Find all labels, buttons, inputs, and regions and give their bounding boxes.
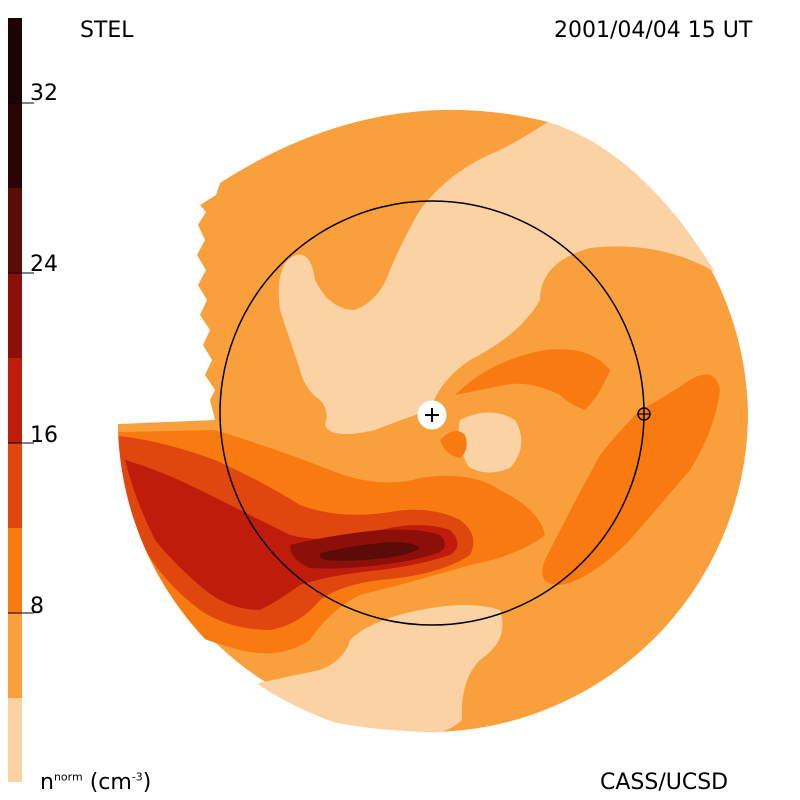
density-region-mid <box>455 349 610 410</box>
earth-icon <box>637 407 651 421</box>
source-label: STEL <box>80 18 134 43</box>
density-region-pale <box>230 605 503 733</box>
sun-plus-icon <box>417 400 447 430</box>
colorbar-segment <box>8 698 22 782</box>
colorbar-tick-label: 16 <box>30 423 58 448</box>
colorbar-segment <box>8 443 22 528</box>
density-map <box>118 109 749 733</box>
earth-orbit <box>219 200 645 626</box>
density-region-mid <box>542 374 720 585</box>
credit-label: CASS/UCSD <box>600 770 729 795</box>
density-region-darkest <box>319 542 420 561</box>
density-region-dark <box>125 460 458 610</box>
density-region-pale <box>278 122 715 434</box>
units-unit: (cm <box>89 770 132 795</box>
timestamp-label: 2001/04/04 15 UT <box>554 18 753 43</box>
units-label: nnorm (cm-3) <box>40 770 151 795</box>
density-region-mid <box>440 431 467 458</box>
units-close: ) <box>142 770 152 795</box>
units-exp: -3 <box>131 770 143 784</box>
units-sup: norm <box>53 770 83 784</box>
colorbar-segment <box>8 613 22 698</box>
colorbar-segment <box>8 18 22 103</box>
colorbar-segment <box>8 188 22 273</box>
colorbar-tick-label: 32 <box>30 81 58 106</box>
density-region-pale <box>458 412 522 473</box>
colorbar <box>8 18 34 782</box>
units-prefix: n <box>40 770 54 795</box>
colorbar-segment <box>8 103 22 188</box>
colorbar-segment <box>8 358 22 443</box>
colorbar-segment <box>8 528 22 613</box>
colorbar-tick-label: 24 <box>30 252 58 277</box>
colorbar-segment <box>8 273 22 358</box>
